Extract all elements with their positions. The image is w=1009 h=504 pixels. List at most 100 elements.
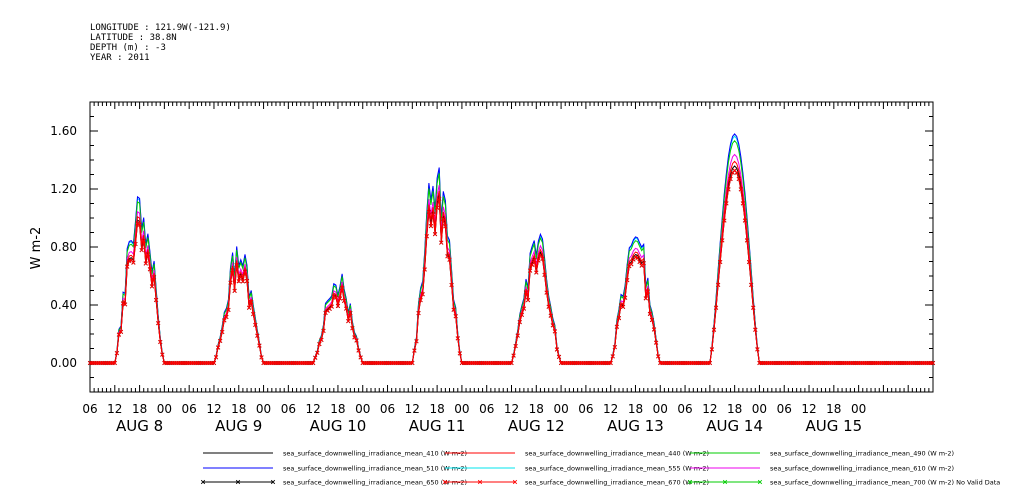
series-marker [728,176,733,182]
series-marker [348,310,353,316]
legend-label: sea_surface_downwelling_irradiance_mean_… [770,465,954,473]
series-marker [610,354,615,359]
legend-marker [200,479,206,485]
series-marker [218,338,223,344]
series-marker [118,329,124,334]
series-marker [424,234,429,239]
series-marker [151,275,157,280]
series-marker [434,205,440,210]
x-date-label: AUG 8 [116,417,163,435]
series-marker [548,313,553,318]
series-marker [259,355,264,360]
series-marker [317,341,322,347]
series-marker [740,201,746,206]
series-marker [236,279,241,284]
legend-label: sea_surface_downwelling_irradiance_mean_… [525,479,709,487]
x-tick-label: 12 [405,402,420,416]
series-line [90,135,933,364]
series-line [90,160,933,364]
series-marker [654,340,659,345]
series-marker [746,259,752,265]
x-tick-label: 12 [206,402,221,416]
series-marker [612,344,617,350]
series-marker [720,238,725,243]
series-marker [517,319,522,325]
series-marker [354,338,359,343]
series-marker [255,333,260,338]
series-marker [123,302,128,307]
x-tick-label: 06 [777,402,792,416]
series-marker [542,272,547,277]
x-tick-label: 00 [355,402,370,416]
series-marker [418,297,423,303]
series-marker [253,322,258,328]
series-marker [641,261,646,266]
series-marker [509,360,514,366]
series-marker [213,355,219,360]
series-marker [523,290,529,295]
series-marker [707,360,712,366]
series-marker [432,232,438,237]
x-date-label: AUG 10 [310,417,367,435]
series-marker [554,347,560,352]
legend-marker [477,479,483,485]
series-marker [352,335,357,340]
legend-marker [442,479,448,485]
series-marker [319,337,324,343]
x-date-label: AUG 15 [805,417,862,435]
series-marker [251,312,256,317]
x-tick-label: 06 [380,402,395,416]
series-marker [635,255,640,260]
series-marker [546,304,551,309]
series-marker [711,327,717,332]
series-marker [521,306,527,311]
series-marker [724,201,729,206]
series-marker [715,282,721,287]
legend-marker [722,479,728,485]
series-marker [224,314,229,320]
x-tick-label: 12 [107,402,122,416]
series-marker [257,343,262,348]
series-line [90,153,933,364]
x-tick-label: 18 [330,402,345,416]
series-marker [153,297,159,303]
x-tick-label: 18 [628,402,643,416]
series-marker [331,294,336,299]
series-layer [87,133,936,366]
x-tick-label: 18 [231,402,246,416]
series-marker [160,352,165,357]
series-marker [651,327,657,332]
x-tick-label: 06 [677,402,692,416]
x-date-label: AUG 14 [706,417,763,435]
series-marker [540,256,545,261]
series-marker [242,269,248,274]
y-tick-label: 0.80 [50,240,77,254]
series-marker [629,262,634,267]
series-marker [149,284,155,289]
series-marker [422,267,427,272]
series-marker [649,317,655,323]
series-marker [412,348,417,353]
series-marker [656,354,661,359]
series-marker [232,288,237,293]
y-tick-label: 1.20 [50,182,77,196]
y-tick-label: 0.40 [50,298,77,312]
series-marker [511,353,516,358]
series-marker [527,268,533,273]
series-marker [416,310,421,316]
series-marker [457,351,462,356]
series-marker [455,336,460,341]
series-marker [625,277,630,283]
series-marker [356,348,361,353]
series-marker [447,257,452,262]
series-marker [321,328,326,333]
x-tick-label: 06 [82,402,97,416]
series-marker [112,360,117,366]
series-marker [709,347,715,352]
x-tick-label: 00 [653,402,668,416]
series-marker [133,241,138,247]
series-marker [519,312,524,317]
series-marker [616,315,622,321]
series-marker [156,321,161,326]
series-line [90,140,933,364]
